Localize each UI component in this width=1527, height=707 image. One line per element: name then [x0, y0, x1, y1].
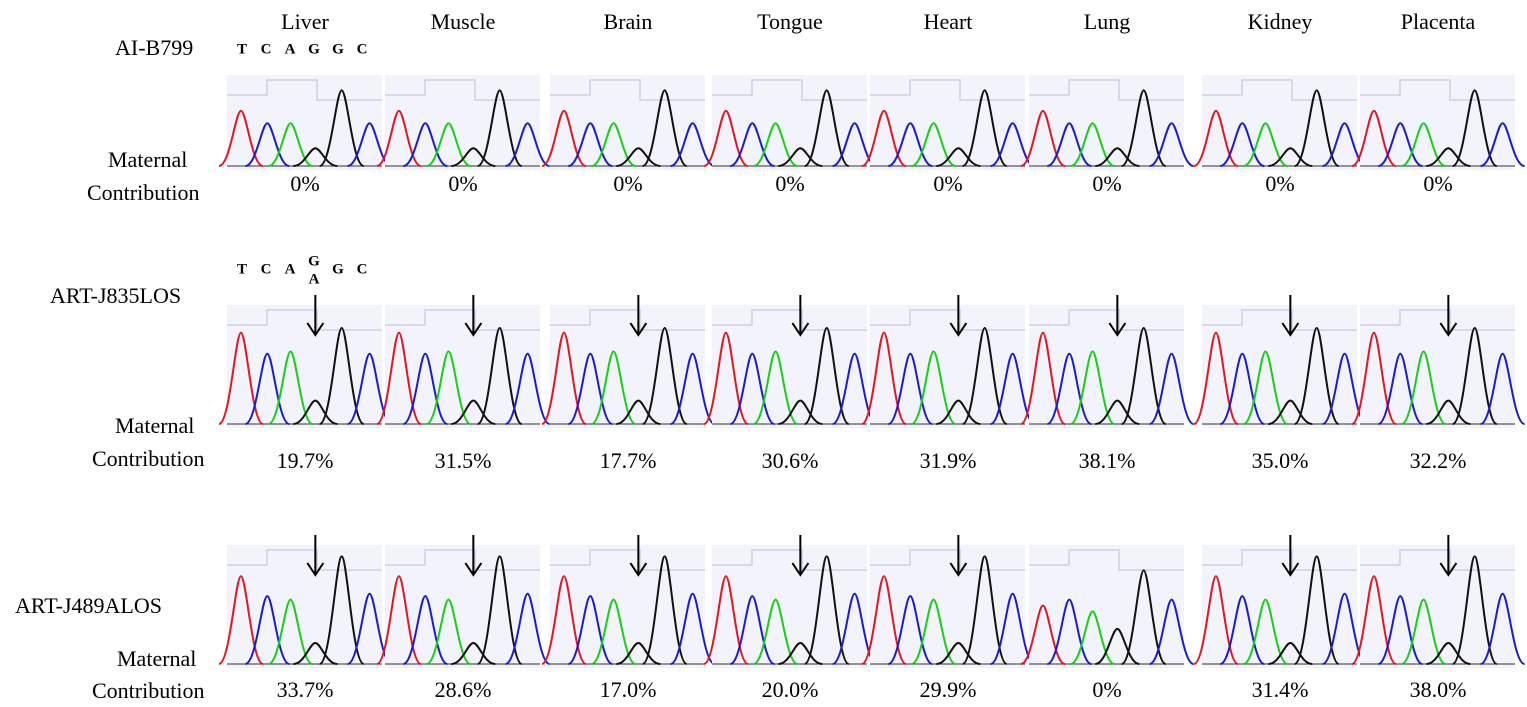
maternal-value: 20.0% [762, 677, 819, 702]
tissue-label: Brain [604, 9, 653, 34]
maternal-label: Maternal [115, 413, 194, 438]
chromatogram [219, 295, 392, 428]
chromatogram [1194, 75, 1367, 170]
maternal-value: 0% [290, 171, 319, 196]
maternal-value: 19.7% [277, 448, 334, 473]
chromatogram [377, 75, 550, 170]
sample-label: ART-J489ALOS [15, 593, 162, 618]
tissue-label: Lung [1084, 9, 1130, 34]
chromatogram [1194, 535, 1367, 668]
maternal-label: Contribution [87, 180, 199, 205]
tissue-label: Heart [924, 9, 973, 34]
maternal-value: 35.0% [1252, 448, 1309, 473]
maternal-value: 0% [1092, 677, 1121, 702]
maternal-value: 0% [1423, 171, 1452, 196]
sample-label: AI-B799 [115, 35, 193, 60]
chromatogram [542, 295, 715, 428]
maternal-value: 29.9% [920, 677, 977, 702]
chromatogram [1021, 545, 1194, 668]
maternal-value: 31.4% [1252, 677, 1309, 702]
chromatogram [542, 535, 715, 668]
base-letter: C [357, 261, 368, 277]
maternal-value: 0% [613, 171, 642, 196]
maternal-label: Maternal [108, 147, 187, 172]
tissue-label: Muscle [431, 9, 496, 34]
base-letter: G [308, 41, 320, 57]
chromatogram [704, 535, 877, 668]
maternal-value: 38.1% [1079, 448, 1136, 473]
maternal-value: 0% [1092, 171, 1121, 196]
chromatogram [1194, 295, 1367, 428]
maternal-value: 31.5% [435, 448, 492, 473]
chromatogram [704, 75, 877, 170]
sample-label: ART-J835LOS [50, 283, 181, 308]
maternal-value: 32.2% [1410, 448, 1467, 473]
maternal-value: 33.7% [277, 677, 334, 702]
chromatogram [377, 295, 550, 428]
base-letter: G [332, 41, 344, 57]
tissue-label: Kidney [1248, 9, 1313, 34]
chromatogram [1021, 295, 1194, 428]
maternal-label: Contribution [92, 678, 204, 703]
base-letter: A [285, 41, 296, 57]
base-letter: C [261, 261, 272, 277]
maternal-value: 31.9% [920, 448, 977, 473]
maternal-value: 17.0% [600, 677, 657, 702]
chromatogram [1352, 75, 1525, 170]
base-letter: A [285, 261, 296, 277]
tissue-label: Tongue [757, 9, 823, 34]
base-letter: T [237, 41, 247, 57]
maternal-value: 30.6% [762, 448, 819, 473]
base-letter: A [309, 271, 320, 287]
base-letter: C [261, 41, 272, 57]
maternal-value: 0% [448, 171, 477, 196]
chromatogram [219, 535, 392, 668]
maternal-value: 17.7% [600, 448, 657, 473]
base-letter: G [332, 261, 344, 277]
base-letter: C [357, 41, 368, 57]
chromatogram [377, 535, 550, 668]
chromatogram [862, 535, 1035, 668]
maternal-value: 28.6% [435, 677, 492, 702]
base-letter: T [237, 261, 247, 277]
chromatogram [862, 295, 1035, 428]
base-letter: G [308, 253, 320, 269]
maternal-label: Maternal [117, 646, 196, 671]
chromatogram [1352, 295, 1525, 428]
maternal-value: 0% [933, 171, 962, 196]
figure: Liver Muscle Brain Tongue Heart Lung Kidney Pla… [0, 0, 1527, 707]
chromatogram [862, 75, 1035, 170]
chromatogram [1021, 75, 1194, 170]
maternal-value: 0% [775, 171, 804, 196]
tissue-label: Placenta [1401, 9, 1476, 34]
tissue-label: Liver [281, 9, 329, 34]
chromatogram [704, 295, 877, 428]
chromatogram [542, 75, 715, 170]
chromatogram [219, 75, 392, 170]
maternal-value: 38.0% [1410, 677, 1467, 702]
chromatogram [1352, 535, 1525, 668]
maternal-label: Contribution [92, 446, 204, 471]
maternal-value: 0% [1265, 171, 1294, 196]
